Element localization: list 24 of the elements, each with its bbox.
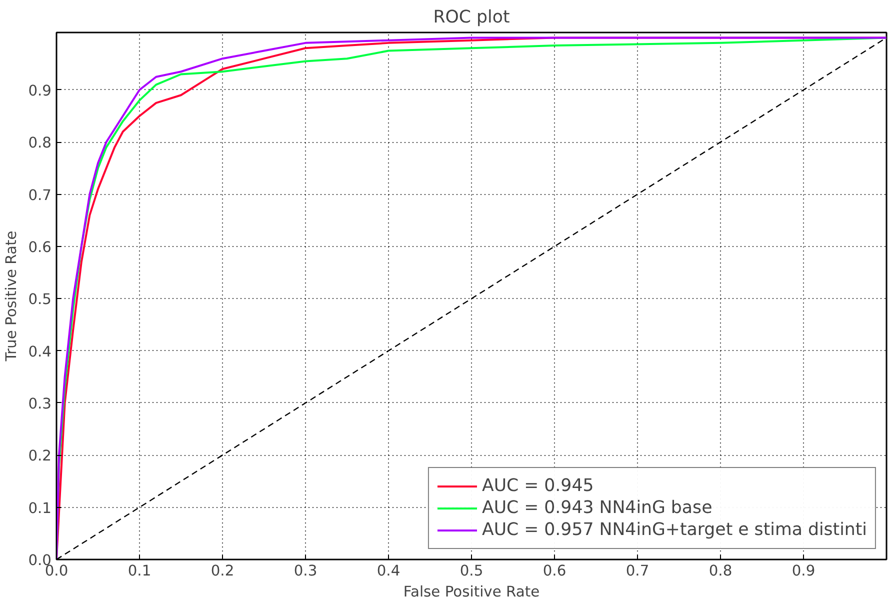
y-axis-title: True Positive Rate (3, 230, 20, 362)
x-tick-label: 0.5 (460, 562, 484, 580)
x-tick-label: 0.2 (210, 562, 234, 580)
x-tick-label: 0.9 (792, 562, 816, 580)
legend-label: AUC = 0.945 (482, 476, 594, 496)
x-tick-label: 0.8 (708, 562, 732, 580)
x-tick-label: 0.6 (542, 562, 566, 580)
x-tick-label: 0.1 (128, 562, 152, 580)
x-axis-title: False Positive Rate (403, 584, 540, 600)
y-tick-label: 0.6 (28, 238, 52, 256)
y-tick-label: 0.5 (28, 291, 52, 308)
chart-title: ROC plot (433, 8, 510, 28)
y-tick-label: 0.1 (28, 500, 52, 517)
y-tick-label: 0.8 (28, 134, 52, 152)
y-tick-label: 0.7 (28, 186, 52, 204)
y-tick-label: 0.4 (28, 343, 52, 360)
legend-label: AUC = 0.957 NN4inG+target e stima distinti (482, 520, 867, 540)
x-tick-label: 0.7 (626, 562, 650, 580)
y-tick-label: 0.3 (28, 395, 52, 412)
x-tick-label: 0.4 (376, 562, 400, 580)
legend-label: AUC = 0.943 NN4inG base (482, 498, 712, 518)
y-tick-label: 0.9 (28, 82, 52, 100)
y-tick-label: 0.2 (28, 448, 52, 465)
x-tick-label: 0.3 (294, 562, 318, 580)
